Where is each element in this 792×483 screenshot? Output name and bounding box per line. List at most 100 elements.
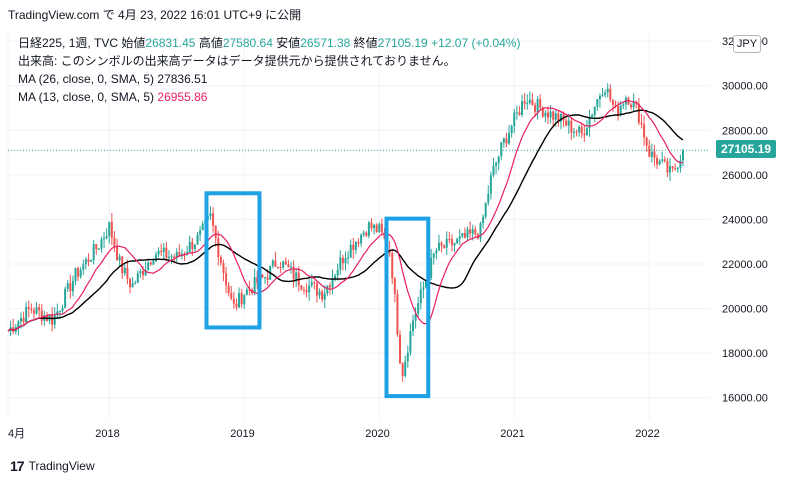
x-tick-label: 2019: [230, 428, 254, 440]
candle-body: [129, 279, 132, 288]
y-tick-label: 30000.00: [722, 81, 768, 93]
candle-body: [515, 112, 518, 114]
candle-body: [580, 126, 583, 134]
candle-body: [674, 168, 677, 170]
candle-body: [565, 120, 568, 126]
candle-body: [643, 124, 646, 138]
x-tick-label: 2022: [635, 428, 659, 440]
candle-body: [212, 213, 215, 226]
candle-body: [609, 88, 612, 100]
candle-body: [295, 272, 298, 280]
candle-body: [238, 293, 241, 308]
candle-body: [572, 131, 575, 133]
candle-body: [71, 281, 74, 292]
candle-body: [456, 238, 459, 244]
candle-body: [432, 253, 435, 258]
candle-body: [214, 225, 217, 238]
candle-body: [264, 276, 267, 278]
candle-body: [105, 236, 108, 239]
candle-body: [266, 276, 269, 280]
candle-body: [513, 112, 516, 127]
candle-body: [682, 150, 684, 161]
candle-body: [585, 128, 588, 136]
candle-body: [482, 216, 485, 224]
candle-body: [58, 311, 61, 313]
candle-body: [614, 104, 617, 107]
candle-body: [422, 287, 425, 290]
candle-body: [669, 166, 672, 173]
candle-body: [167, 256, 170, 258]
candle-body: [637, 104, 640, 123]
candle-body: [487, 193, 490, 203]
candle-body: [113, 237, 116, 247]
candle-body: [544, 112, 547, 117]
candle-body: [66, 283, 69, 289]
candle-body: [611, 99, 614, 105]
candle-body: [315, 283, 318, 296]
footer-branding[interactable]: 17 TradingView: [10, 458, 95, 474]
candle-body: [536, 99, 539, 112]
candle-body: [82, 264, 85, 270]
candle-body: [388, 249, 391, 254]
candle-body: [440, 242, 443, 246]
candle-body: [289, 266, 292, 268]
candle-body: [367, 222, 370, 236]
change-value: +12.07 (+0.04%): [431, 36, 521, 50]
candle-body: [352, 244, 355, 251]
candle-body: [186, 252, 189, 255]
candle-body: [497, 156, 500, 163]
candle-body: [661, 159, 664, 161]
candle-body: [380, 223, 383, 233]
candle-body: [232, 298, 235, 304]
candle-body: [336, 269, 339, 276]
candle-body: [154, 254, 157, 262]
candle-body: [305, 290, 308, 293]
candle-body: [531, 99, 534, 106]
candle-body: [549, 111, 552, 118]
candle-body: [453, 243, 456, 246]
x-tick-label: 2020: [365, 428, 389, 440]
candle-body: [489, 175, 492, 194]
highlight-boxes: [204, 191, 431, 399]
publish-info: TradingView.com で 4月 23, 2022 16:01 UTC+…: [8, 8, 302, 22]
ma26-line: [7, 109, 684, 332]
candle-body: [570, 120, 573, 133]
tradingview-logo-icon: 17: [10, 458, 25, 474]
candle-body: [173, 256, 176, 258]
candle-body: [534, 105, 537, 112]
candle-body: [523, 101, 526, 104]
candle-body: [219, 257, 222, 264]
candle-body: [656, 157, 659, 165]
candle-body: [64, 288, 67, 308]
candle-body: [90, 260, 93, 262]
open-label: 始値: [121, 36, 146, 50]
candle-body: [521, 101, 524, 115]
currency-button[interactable]: JPY: [733, 35, 761, 53]
candle-body: [152, 261, 155, 265]
candle-body: [391, 253, 394, 279]
candle-body: [313, 282, 316, 284]
candle-body: [518, 112, 521, 115]
candle-body: [116, 246, 119, 261]
candle-body: [162, 247, 165, 252]
candle-body: [347, 257, 350, 259]
candle-body: [396, 294, 399, 335]
candle-body: [632, 102, 635, 108]
candle-body: [199, 230, 202, 235]
y-tick-label: 28000.00: [722, 125, 768, 137]
candle-body: [180, 253, 183, 256]
candle-body: [217, 237, 220, 258]
candle-body: [437, 242, 440, 251]
brand-name: TradingView: [28, 459, 95, 473]
candle-body: [601, 94, 604, 96]
candle-body: [645, 137, 648, 146]
candle-body: [160, 250, 163, 252]
candle-body: [458, 236, 461, 239]
candle-body: [51, 315, 54, 325]
candle-body: [617, 106, 620, 115]
candle-body: [235, 303, 238, 308]
y-tick-label: 20000.00: [722, 304, 768, 316]
candle-body: [282, 261, 285, 268]
candle-body: [77, 268, 80, 277]
y-tick-label: 18000.00: [722, 348, 768, 360]
